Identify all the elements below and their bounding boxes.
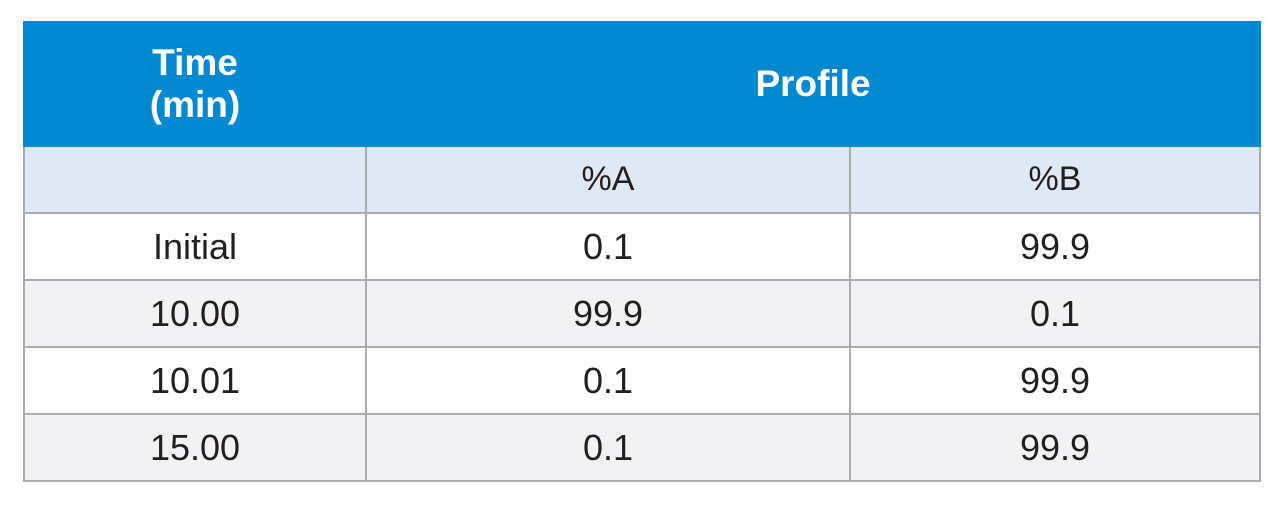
table-row: 10.00 99.9 0.1 — [23, 279, 1262, 348]
subheader-row: %A %B — [23, 145, 1262, 214]
time-cell: 10.01 — [23, 346, 367, 415]
table-row: Initial 0.1 99.9 — [23, 212, 1262, 281]
percent-a-cell: 99.9 — [365, 279, 851, 348]
time-header: Time (min) — [23, 21, 367, 147]
percent-b-cell: 99.9 — [848, 212, 1262, 281]
table-row: 15.00 0.1 99.9 — [23, 413, 1262, 482]
table-row: 10.01 0.1 99.9 — [23, 346, 1262, 415]
profile-header: Profile — [364, 21, 1262, 147]
subheader-blank — [23, 145, 367, 214]
header-row: Time (min) Profile — [23, 21, 1262, 147]
time-cell: 15.00 — [23, 413, 367, 482]
subheader-percent-a: %A — [365, 145, 851, 214]
percent-a-cell: 0.1 — [365, 413, 851, 482]
time-header-line1: Time — [152, 42, 238, 83]
time-cell: 10.00 — [23, 279, 367, 348]
percent-a-cell: 0.1 — [365, 346, 851, 415]
percent-a-cell: 0.1 — [365, 212, 851, 281]
percent-b-cell: 99.9 — [848, 413, 1262, 482]
time-cell: Initial — [23, 212, 367, 281]
percent-b-cell: 0.1 — [848, 279, 1262, 348]
time-header-line2: (min) — [149, 84, 241, 125]
subheader-percent-b: %B — [848, 145, 1262, 214]
percent-b-cell: 99.9 — [848, 346, 1262, 415]
gradient-table: Time (min) Profile %A %B Initial 0.1 99.… — [23, 21, 1262, 482]
